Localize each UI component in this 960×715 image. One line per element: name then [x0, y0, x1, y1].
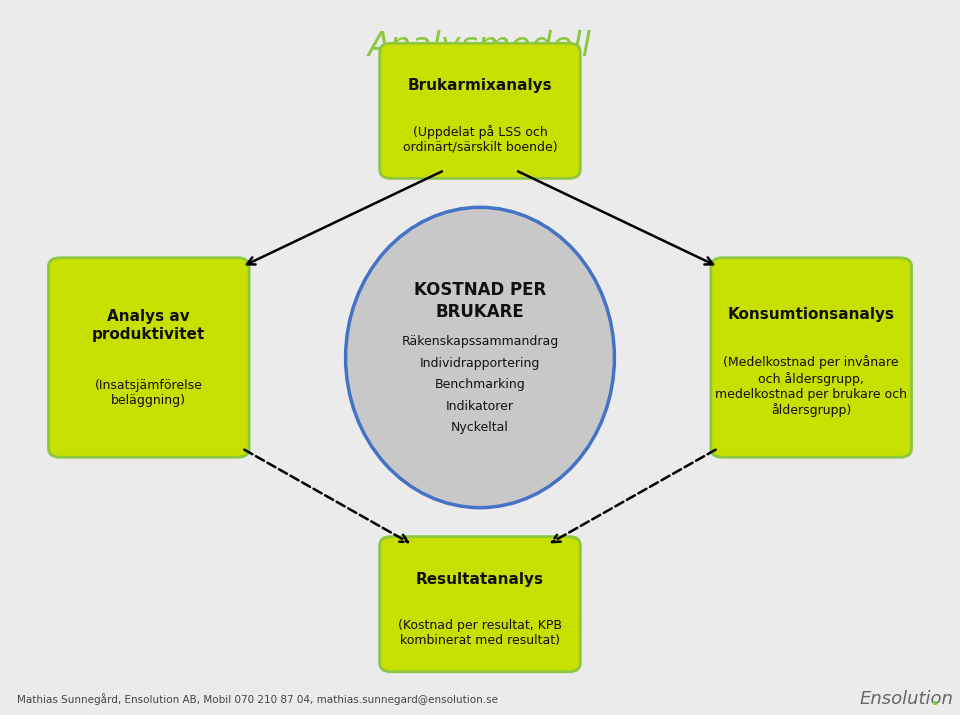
Text: (Kostnad per resultat, KPB
kombinerat med resultat): (Kostnad per resultat, KPB kombinerat me… — [398, 618, 562, 647]
Text: (Uppdelat på LSS och
ordinärt/särskilt boende): (Uppdelat på LSS och ordinärt/särskilt b… — [402, 125, 558, 154]
Text: Mathias Sunnegård, Ensolution AB, Mobil 070 210 87 04, mathias.sunnegard@ensolut: Mathias Sunnegård, Ensolution AB, Mobil … — [17, 694, 498, 705]
Text: Analys av
produktivitet: Analys av produktivitet — [92, 309, 205, 342]
Text: Analysmodell: Analysmodell — [368, 30, 592, 63]
FancyBboxPatch shape — [379, 44, 580, 179]
Text: Brukarmixanalys: Brukarmixanalys — [408, 79, 552, 93]
Text: Konsumtionsanalys: Konsumtionsanalys — [728, 307, 895, 322]
Text: Benchmarking: Benchmarking — [435, 378, 525, 391]
Text: Ensolution: Ensolution — [859, 690, 953, 709]
Text: Individrapportering: Individrapportering — [420, 357, 540, 370]
Text: BRUKARE: BRUKARE — [436, 303, 524, 322]
Text: Räkenskapssammandrag: Räkenskapssammandrag — [401, 335, 559, 348]
Ellipse shape — [346, 207, 614, 508]
Text: (Insatsjämförelse
beläggning): (Insatsjämförelse beläggning) — [95, 379, 203, 408]
FancyBboxPatch shape — [710, 258, 911, 458]
FancyBboxPatch shape — [48, 258, 250, 458]
Text: .: . — [931, 689, 939, 709]
Text: Indikatorer: Indikatorer — [446, 400, 514, 413]
Text: KOSTNAD PER: KOSTNAD PER — [414, 280, 546, 299]
FancyBboxPatch shape — [379, 536, 580, 672]
Text: Resultatanalys: Resultatanalys — [416, 572, 544, 586]
Text: Nyckeltal: Nyckeltal — [451, 421, 509, 434]
Text: (Medelkostnad per invånare
och åldersgrupp,
medelkostnad per brukare och
åldersg: (Medelkostnad per invånare och åldersgru… — [715, 355, 907, 417]
